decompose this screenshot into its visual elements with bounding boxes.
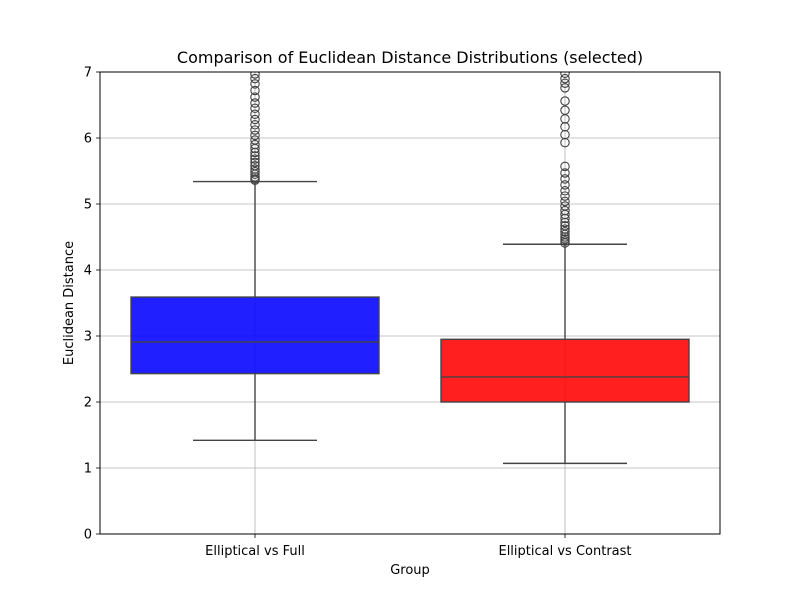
outlier-point [250, 109, 260, 119]
outlier-point [560, 161, 570, 172]
y-tick-label: 5 [84, 198, 92, 213]
y-tick-label: 7 [84, 66, 92, 81]
outlier-point [250, 139, 260, 150]
outlier-point [560, 201, 570, 211]
x-tick-label: Elliptical vs Full [205, 544, 305, 559]
boxes-layer [130, 72, 690, 465]
outlier-point [250, 135, 260, 145]
outlier-point [560, 226, 570, 237]
y-tick-label: 4 [84, 264, 92, 279]
outlier-point [250, 114, 260, 125]
outlier-point [250, 125, 260, 135]
box-body [440, 338, 690, 403]
y-tick-label: 2 [84, 396, 92, 411]
outlier-point [560, 105, 570, 116]
outlier-point [250, 120, 260, 130]
outlier-point [250, 164, 260, 174]
x-axis-ticks: Elliptical vs Full Elliptical vs Contrast [205, 534, 632, 559]
outlier-point [250, 151, 260, 161]
outlier-point [250, 166, 260, 177]
y-tick-label: 1 [84, 462, 92, 477]
outlier-point [560, 205, 570, 216]
y-tick-label: 6 [84, 132, 92, 147]
outlier-point [560, 180, 570, 190]
box-group [130, 72, 380, 441]
outlier-point [560, 168, 570, 178]
outlier-point [250, 98, 260, 108]
outlier-point [560, 83, 570, 93]
box-group [440, 72, 690, 465]
x-tick-label: Elliptical vs Contrast [498, 544, 631, 559]
outlier-point [250, 103, 260, 114]
outlier-point [560, 196, 570, 207]
outlier-point [250, 73, 260, 84]
outlier-point [560, 186, 570, 196]
outlier-point [250, 79, 260, 89]
outlier-point [560, 73, 570, 84]
outlier-point [560, 78, 570, 88]
plot-frame [99, 71, 721, 535]
outlier-point [250, 160, 260, 171]
chart-title: Comparison of Euclidean Distance Distrib… [177, 48, 643, 67]
outlier-point [560, 72, 570, 79]
outlier-point [560, 174, 570, 184]
y-tick-label: 3 [84, 330, 92, 345]
outlier-point [560, 221, 570, 231]
outlier-point [250, 92, 260, 102]
outlier-point [560, 191, 570, 201]
x-axis-label: Group [390, 563, 430, 578]
y-tick-label: 0 [84, 528, 92, 543]
outlier-point [250, 154, 260, 164]
outlier-point [250, 85, 260, 96]
outlier-point [250, 72, 260, 79]
outlier-point [560, 96, 570, 106]
outlier-point [250, 130, 260, 141]
outlier-point [250, 157, 260, 168]
y-axis-ticks: 0 1 2 3 4 5 6 7 [84, 66, 100, 543]
box-body [130, 296, 380, 375]
outlier-point [560, 224, 570, 234]
y-axis-label: Euclidean Distance [62, 241, 77, 365]
